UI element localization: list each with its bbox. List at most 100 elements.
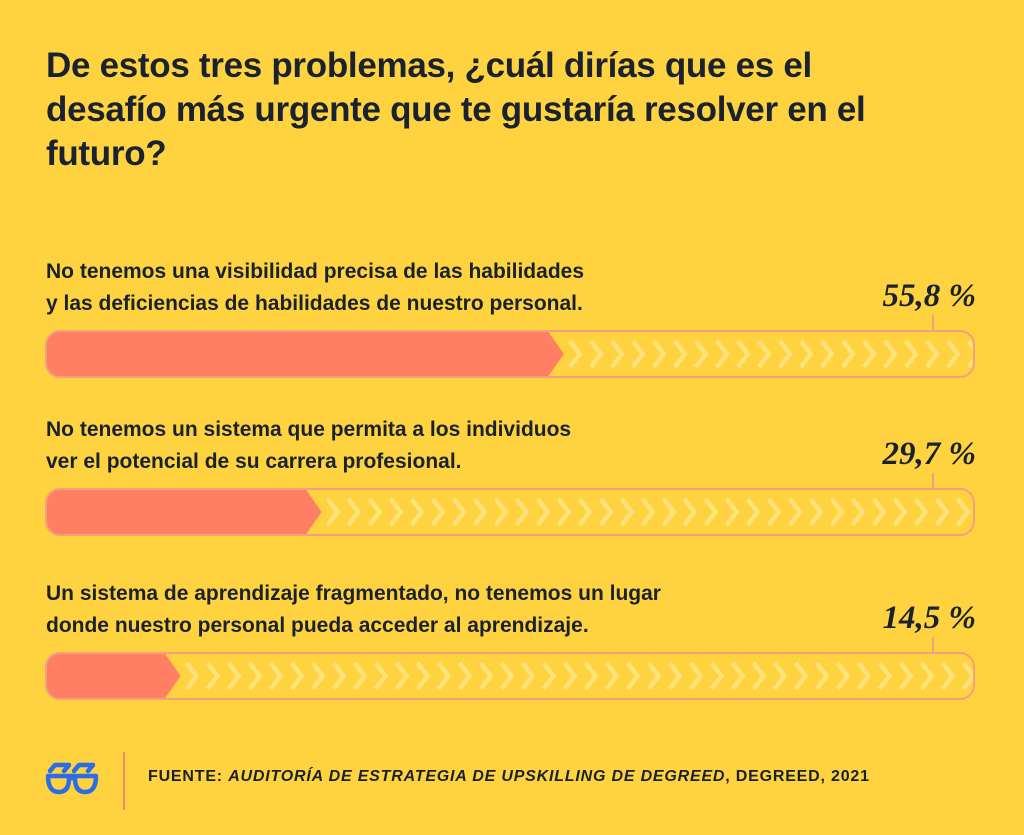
chevron-mark [556, 497, 572, 527]
bar-group [46, 653, 974, 699]
chevron-mark [757, 339, 772, 369]
chevron-mark [646, 661, 662, 691]
bar-outline [45, 330, 975, 378]
chevron-mark [841, 339, 856, 369]
chevron-mark [688, 661, 704, 691]
chevron-mark [829, 497, 845, 527]
chevron-mark [850, 497, 866, 527]
chevron-mark [709, 661, 725, 691]
chevron-mark [493, 497, 509, 527]
chevron-mark [814, 661, 830, 691]
chevron-mark [667, 661, 683, 691]
chevron-mark [877, 661, 893, 691]
source-suffix: , DEGREED, 2021 [725, 768, 870, 785]
degreed-glasses-icon [45, 762, 99, 795]
chevron-mark [724, 497, 740, 527]
footer-divider [123, 752, 125, 810]
chevron-mark [808, 497, 824, 527]
chevron-mark [619, 497, 635, 527]
chevron-mark [226, 661, 242, 691]
chevron-mark [577, 497, 593, 527]
chevron-mark [682, 497, 698, 527]
chevron-mark [373, 661, 389, 691]
chevron-mark [835, 661, 851, 691]
chevron-mark [331, 661, 347, 691]
chevron-mark [730, 661, 746, 691]
chevron-mark [766, 497, 782, 527]
chevron-mark [694, 339, 709, 369]
chevron-mark [871, 497, 887, 527]
chevron-mark [892, 497, 908, 527]
chevron-mark [862, 339, 877, 369]
value-label: 29,7 % [882, 436, 977, 472]
chevron-mark [913, 497, 929, 527]
chevron-mark [610, 339, 625, 369]
category-label: Un sistema de aprendizaje fragmentado, n… [46, 582, 661, 605]
chevron-mark [436, 661, 452, 691]
chevron-mark [820, 339, 835, 369]
bar [46, 331, 564, 377]
chevron-mark [451, 497, 467, 527]
chevron-mark [919, 661, 935, 691]
chevron-mark [793, 661, 809, 691]
category-label: y las deficiencias de habilidades de nue… [46, 292, 583, 315]
chevron-mark [640, 497, 656, 527]
source-title: AUDITORÍA DE ESTRATEGIA DE UPSKILLING DE… [228, 768, 726, 785]
chevron-mark [583, 661, 599, 691]
chevron-mark [898, 661, 914, 691]
chevron-mark [535, 497, 551, 527]
chevron-mark [430, 497, 446, 527]
chevron-mark [394, 661, 410, 691]
chevron-mark [745, 497, 761, 527]
chevron-mark [310, 661, 326, 691]
chevron-mark [799, 339, 814, 369]
value-label: 55,8 % [883, 278, 977, 314]
chevron-mark [520, 661, 536, 691]
chevron-mark [472, 497, 488, 527]
chevron-mark [346, 497, 362, 527]
chevron-mark [625, 661, 641, 691]
chevron-mark [325, 497, 341, 527]
chevron-mark [388, 497, 404, 527]
chevron-mark [589, 339, 604, 369]
chevron-mark [289, 661, 305, 691]
category-label: No tenemos un sistema que permita a los … [46, 418, 571, 441]
chevron-mark [184, 661, 200, 691]
bar-group [46, 331, 974, 377]
chevron-mark [787, 497, 803, 527]
chevron-mark [904, 339, 919, 369]
chevron-mark [703, 497, 719, 527]
bar [46, 489, 322, 535]
chevron-mark [751, 661, 767, 691]
chevron-mark [268, 661, 284, 691]
chevron-mark [415, 661, 431, 691]
chevron-mark [946, 339, 961, 369]
chart-title: De estos tres problemas, ¿cuál dirías qu… [46, 46, 866, 173]
chevron-mark [478, 661, 494, 691]
chevron-mark [673, 339, 688, 369]
chevron-mark [499, 661, 515, 691]
bar [46, 653, 181, 699]
chevron-mark [772, 661, 788, 691]
chevron-mark [631, 339, 646, 369]
chevron-mark [205, 661, 221, 691]
chevron-mark [934, 497, 950, 527]
chevron-mark [562, 661, 578, 691]
chevron-mark [604, 661, 620, 691]
chevron-mark [514, 497, 530, 527]
chevron-mark [409, 497, 425, 527]
bar-outline [45, 652, 975, 700]
source-prefix: FUENTE: [148, 768, 229, 785]
category-label: donde nuestro personal pueda acceder al … [46, 614, 589, 637]
chevron-mark [367, 497, 383, 527]
chevron-mark [955, 497, 971, 527]
chevron-mark [883, 339, 898, 369]
chevron-mark [736, 339, 751, 369]
chevron-mark [598, 497, 614, 527]
source-citation: FUENTE: AUDITORÍA DE ESTRATEGIA DE UPSKI… [148, 768, 870, 786]
category-label: ver el potencial de su carrera profesion… [46, 450, 462, 473]
bar-group [46, 489, 974, 535]
category-label: No tenemos una visibilidad precisa de la… [46, 260, 584, 283]
chevron-mark [652, 339, 667, 369]
